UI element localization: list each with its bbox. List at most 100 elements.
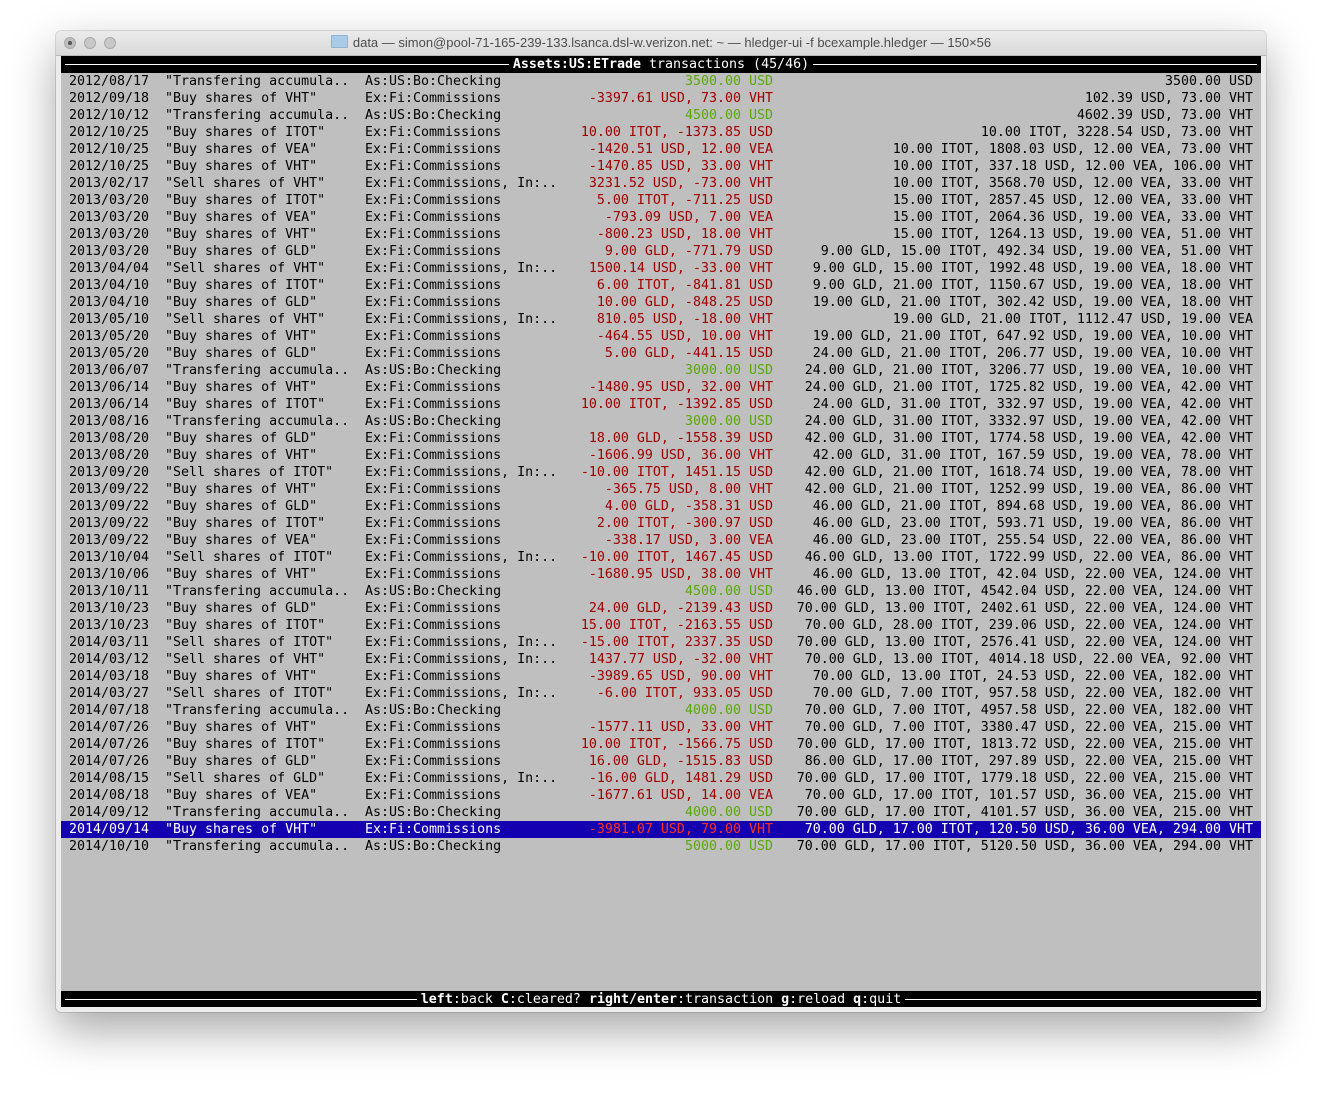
row-description: "Buy shares of GLD": [165, 244, 318, 259]
register-account: Assets:US:ETrade: [512, 57, 641, 72]
row-balance: 70.00 GLD, 7.00 ITOT, 957.58 USD, 22.00 …: [812, 686, 1253, 701]
row-change: -338.17 USD, 3.00 VEA: [604, 533, 773, 548]
row-account: As:US:Bo:Checking: [365, 74, 502, 89]
row-date: 2013/09/22: [69, 516, 150, 531]
table-row[interactable]: 2012/10/25 "Buy shares of VEA" Ex:Fi:Commi…: [61, 141, 1261, 158]
table-row[interactable]: 2013/09/22 "Buy shares of VEA" Ex:Fi:Commi…: [61, 532, 1261, 549]
transaction-list[interactable]: 2012/08/17 "Transfering accumula.. As:US:B…: [61, 73, 1261, 855]
row-description: "Transfering accumula..: [165, 108, 350, 123]
row-description: "Buy shares of VEA": [165, 788, 318, 803]
table-row[interactable]: 2013/09/22 "Buy shares of GLD" Ex:Fi:Commi…: [61, 498, 1261, 515]
row-change: 1500.14 USD, -33.00 VHT: [588, 261, 773, 276]
table-row[interactable]: 2013/10/06 "Buy shares of VHT" Ex:Fi:Commi…: [61, 566, 1261, 583]
table-row[interactable]: 2014/10/10 "Transfering accumula.. As:US:B…: [61, 838, 1261, 855]
table-row[interactable]: 2013/08/20 "Buy shares of GLD" Ex:Fi:Commi…: [61, 430, 1261, 447]
terminal-window: data — simon@pool-71-165-239-133.lsanca.…: [56, 31, 1266, 1012]
row-balance: 15.00 ITOT, 2064.36 USD, 19.00 VEA, 33.0…: [892, 210, 1253, 225]
table-row[interactable]: 2014/03/18 "Buy shares of VHT" Ex:Fi:Commi…: [61, 668, 1261, 685]
row-balance: 42.00 GLD, 31.00 ITOT, 1774.58 USD, 19.0…: [804, 431, 1253, 446]
table-row[interactable]: 2014/08/15 "Sell shares of GLD" Ex:Fi:Comm…: [61, 770, 1261, 787]
row-change: 5.00 GLD, -441.15 USD: [604, 346, 773, 361]
table-row[interactable]: 2014/07/26 "Buy shares of ITOT" Ex:Fi:Comm…: [61, 736, 1261, 753]
row-balance: 70.00 GLD, 17.00 ITOT, 4101.57 USD, 36.0…: [796, 805, 1253, 820]
row-description: "Transfering accumula..: [165, 363, 350, 378]
row-date: 2013/04/10: [69, 278, 150, 293]
table-row[interactable]: 2013/03/20 "Buy shares of VHT" Ex:Fi:Commi…: [61, 226, 1261, 243]
row-account: Ex:Fi:Commissions: [365, 91, 502, 106]
table-row[interactable]: 2012/10/25 "Buy shares of ITOT" Ex:Fi:Comm…: [61, 124, 1261, 141]
table-row[interactable]: 2013/03/20 "Buy shares of ITOT" Ex:Fi:Comm…: [61, 192, 1261, 209]
table-row[interactable]: 2013/04/10 "Buy shares of ITOT" Ex:Fi:Comm…: [61, 277, 1261, 294]
row-date: 2013/09/20: [69, 465, 150, 480]
row-balance: 24.00 GLD, 31.00 ITOT, 332.97 USD, 19.00…: [812, 397, 1253, 412]
table-row[interactable]: 2013/06/14 "Buy shares of VHT" Ex:Fi:Commi…: [61, 379, 1261, 396]
table-row[interactable]: 2013/10/23 "Buy shares of GLD" Ex:Fi:Commi…: [61, 600, 1261, 617]
table-row[interactable]: 2013/03/20 "Buy shares of VEA" Ex:Fi:Commi…: [61, 209, 1261, 226]
row-account: Ex:Fi:Commissions: [365, 499, 502, 514]
row-description: "Buy shares of VEA": [165, 533, 318, 548]
table-row[interactable]: 2013/10/11 "Transfering accumula.. As:US:B…: [61, 583, 1261, 600]
table-row[interactable]: 2012/08/17 "Transfering accumula.. As:US:B…: [61, 73, 1261, 90]
row-description: "Buy shares of VHT": [165, 227, 318, 242]
table-row[interactable]: 2014/07/26 "Buy shares of GLD" Ex:Fi:Commi…: [61, 753, 1261, 770]
table-row[interactable]: 2013/05/10 "Sell shares of VHT" Ex:Fi:Comm…: [61, 311, 1261, 328]
row-balance: 4602.39 USD, 73.00 VHT: [1076, 108, 1253, 123]
table-row[interactable]: 2013/06/07 "Transfering accumula.. As:US:B…: [61, 362, 1261, 379]
table-row[interactable]: 2013/05/20 "Buy shares of GLD" Ex:Fi:Commi…: [61, 345, 1261, 362]
row-date: 2013/04/04: [69, 261, 150, 276]
table-row-selected[interactable]: 2014/09/14 "Buy shares of VHT" Ex:Fi:Commi…: [61, 821, 1261, 838]
help-footer: left:back C:cleared? right/enter:transac…: [61, 991, 1261, 1007]
row-description: "Buy shares of VEA": [165, 210, 318, 225]
row-balance: 70.00 GLD, 13.00 ITOT, 4014.18 USD, 22.0…: [804, 652, 1253, 667]
row-balance: 46.00 GLD, 13.00 ITOT, 42.04 USD, 22.00 …: [812, 567, 1253, 582]
row-account: Ex:Fi:Commissions: [365, 329, 502, 344]
table-row[interactable]: 2013/09/22 "Buy shares of VHT" Ex:Fi:Commi…: [61, 481, 1261, 498]
table-row[interactable]: 2014/07/26 "Buy shares of VHT" Ex:Fi:Commi…: [61, 719, 1261, 736]
table-row[interactable]: 2013/09/22 "Buy shares of ITOT" Ex:Fi:Comm…: [61, 515, 1261, 532]
close-button[interactable]: [64, 37, 76, 49]
table-row[interactable]: 2013/02/17 "Sell shares of VHT" Ex:Fi:Comm…: [61, 175, 1261, 192]
table-row[interactable]: 2012/10/25 "Buy shares of VHT" Ex:Fi:Commi…: [61, 158, 1261, 175]
table-row[interactable]: 2014/03/27 "Sell shares of ITOT" Ex:Fi:Com…: [61, 685, 1261, 702]
row-balance: 70.00 GLD, 13.00 ITOT, 24.53 USD, 22.00 …: [812, 669, 1253, 684]
table-row[interactable]: 2013/08/16 "Transfering accumula.. As:US:B…: [61, 413, 1261, 430]
row-change: 9.00 GLD, -771.79 USD: [604, 244, 773, 259]
row-date: 2014/03/27: [69, 686, 150, 701]
row-balance: 19.00 GLD, 21.00 ITOT, 647.92 USD, 19.00…: [812, 329, 1253, 344]
table-row[interactable]: 2014/03/12 "Sell shares of VHT" Ex:Fi:Comm…: [61, 651, 1261, 668]
table-row[interactable]: 2013/10/04 "Sell shares of ITOT" Ex:Fi:Com…: [61, 549, 1261, 566]
row-date: 2014/09/14: [69, 822, 150, 837]
table-row[interactable]: 2013/04/04 "Sell shares of VHT" Ex:Fi:Comm…: [61, 260, 1261, 277]
zoom-button[interactable]: [104, 37, 116, 49]
table-row[interactable]: 2013/05/20 "Buy shares of VHT" Ex:Fi:Commi…: [61, 328, 1261, 345]
row-balance: 102.39 USD, 73.00 VHT: [1084, 91, 1253, 106]
row-balance: 19.00 GLD, 21.00 ITOT, 302.42 USD, 19.00…: [812, 295, 1253, 310]
table-row[interactable]: 2013/04/10 "Buy shares of GLD" Ex:Fi:Commi…: [61, 294, 1261, 311]
row-description: "Sell shares of VHT": [165, 176, 326, 191]
row-account: Ex:Fi:Commissions: [365, 346, 502, 361]
row-date: 2012/10/25: [69, 125, 150, 140]
row-account: Ex:Fi:Commissions, In:..: [365, 652, 558, 667]
row-date: 2014/08/18: [69, 788, 150, 803]
footer-key: q: [853, 992, 862, 1007]
table-row[interactable]: 2014/09/12 "Transfering accumula.. As:US:B…: [61, 804, 1261, 821]
row-date: 2013/06/07: [69, 363, 150, 378]
table-row[interactable]: 2012/09/18 "Buy shares of VHT" Ex:Fi:Commi…: [61, 90, 1261, 107]
row-date: 2013/06/14: [69, 380, 150, 395]
terminal-screen[interactable]: Assets:US:ETrade transactions (45/46) 20…: [61, 56, 1261, 1007]
minimize-button[interactable]: [84, 37, 96, 49]
table-row[interactable]: 2012/10/12 "Transfering accumula.. As:US:B…: [61, 107, 1261, 124]
row-description: "Sell shares of ITOT": [165, 686, 334, 701]
table-row[interactable]: 2013/06/14 "Buy shares of ITOT" Ex:Fi:Comm…: [61, 396, 1261, 413]
table-row[interactable]: 2013/09/20 "Sell shares of ITOT" Ex:Fi:Com…: [61, 464, 1261, 481]
table-row[interactable]: 2013/03/20 "Buy shares of GLD" Ex:Fi:Commi…: [61, 243, 1261, 260]
row-change: 4500.00 USD: [684, 584, 773, 599]
table-row[interactable]: 2013/10/23 "Buy shares of ITOT" Ex:Fi:Comm…: [61, 617, 1261, 634]
row-change: -3981.07 USD, 79.00 VHT: [588, 822, 773, 837]
footer-key: left: [420, 992, 453, 1007]
table-row[interactable]: 2013/08/20 "Buy shares of VHT" Ex:Fi:Commi…: [61, 447, 1261, 464]
row-description: "Buy shares of VHT": [165, 91, 318, 106]
table-row[interactable]: 2014/07/18 "Transfering accumula.. As:US:B…: [61, 702, 1261, 719]
table-row[interactable]: 2014/03/11 "Sell shares of ITOT" Ex:Fi:Com…: [61, 634, 1261, 651]
table-row[interactable]: 2014/08/18 "Buy shares of VEA" Ex:Fi:Commi…: [61, 787, 1261, 804]
